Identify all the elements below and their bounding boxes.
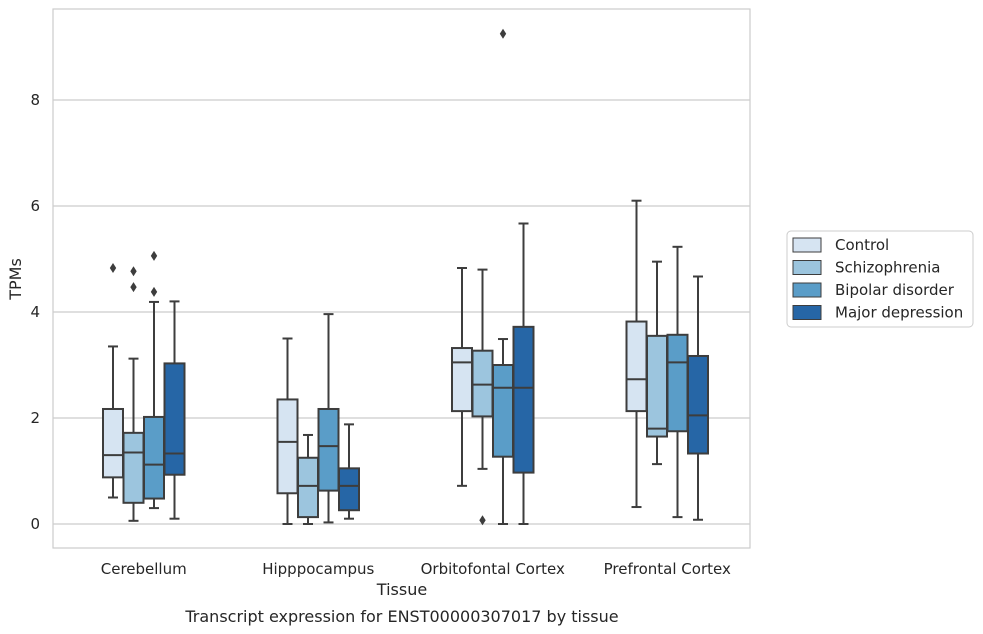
box-iqr <box>276 398 299 495</box>
box-iqr <box>471 349 494 418</box>
box-iqr <box>143 415 165 500</box>
outlier-point <box>130 282 137 293</box>
x-tick-label: Hipppocampus <box>262 560 374 578</box>
x-tick-label: Orbitofontal Cortex <box>421 560 565 578</box>
chart-caption: Transcript expression for ENST0000030701… <box>184 607 618 626</box>
box-iqr <box>666 333 689 433</box>
box-plot-marks <box>102 28 709 526</box>
box-control <box>276 337 299 525</box>
y-tick-label: 6 <box>30 197 40 215</box>
legend-swatch <box>792 237 822 253</box>
box-iqr <box>338 467 360 512</box>
y-tick-label: 2 <box>30 409 40 427</box>
box-iqr <box>102 407 124 479</box>
plot-frame <box>52 8 751 549</box>
box-bipolar-disorder <box>143 250 165 510</box>
box-iqr <box>163 362 186 476</box>
box-major-depression <box>687 275 709 521</box>
box-iqr <box>492 364 514 458</box>
box-major-depression <box>163 300 186 520</box>
outlier-point <box>109 263 117 274</box>
legend-label: Major depression <box>835 304 963 322</box>
legend-label: Control <box>835 236 889 254</box>
y-tick-label: 4 <box>30 303 40 321</box>
outlier-point <box>150 286 158 297</box>
legend-frame <box>786 230 974 328</box>
box-control <box>102 263 124 499</box>
y-tick-label: 0 <box>30 515 40 533</box>
legend-label: Schizophrenia <box>835 259 940 277</box>
outlier-point <box>130 266 137 277</box>
box-bipolar-disorder <box>492 28 514 525</box>
legend-swatch <box>792 260 822 275</box>
y-axis-label: TPMs <box>6 258 25 301</box>
box-bipolar-disorder <box>666 245 689 519</box>
box-schizophrenia <box>122 266 145 522</box>
box-iqr <box>122 431 145 504</box>
outlier-point <box>499 28 507 39</box>
box-iqr <box>317 407 340 492</box>
box-iqr <box>297 456 319 519</box>
box-control <box>625 199 648 509</box>
box-iqr <box>646 334 668 438</box>
box-schizophrenia <box>471 268 494 526</box>
legend-swatch <box>792 282 822 298</box>
box-iqr <box>451 347 473 413</box>
box-iqr <box>687 354 709 455</box>
box-major-depression <box>512 222 535 525</box>
y-tick-labels: 0 2 4 6 8 <box>30 91 40 533</box>
x-tick-label: Prefrontal Cortex <box>604 560 731 578</box>
x-tick-label: Cerebellum <box>101 560 187 578</box>
box-iqr <box>512 325 535 474</box>
outlier-point <box>479 515 486 526</box>
box-schizophrenia <box>646 260 668 466</box>
legend-label: Bipolar disorder <box>835 281 955 299</box>
y-tick-label: 8 <box>30 91 40 109</box>
legend-swatch <box>792 305 822 320</box>
legend: Control Schizophrenia Bipolar disorder Majo… <box>786 230 974 328</box>
box-schizophrenia <box>297 433 319 525</box>
box-bipolar-disorder <box>317 313 340 524</box>
box-control <box>451 267 473 487</box>
x-axis-label: Tissue <box>376 580 427 599</box>
box-major-depression <box>338 423 360 520</box>
outlier-point <box>150 250 158 261</box>
box-iqr <box>625 320 648 413</box>
x-tick-labels: Cerebellum Hipppocampus Orbitofontal Corte… <box>101 560 731 578</box>
